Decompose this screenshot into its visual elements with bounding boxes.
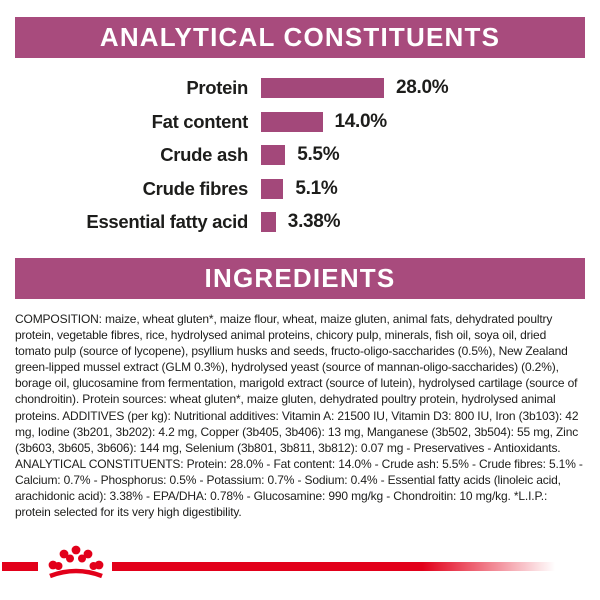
chart-row: Essential fatty acid 3.38% xyxy=(15,211,585,233)
chart-row: Protein 28.0% xyxy=(15,77,585,99)
chart-bar xyxy=(261,178,284,199)
chart-row: Fat content 14.0% xyxy=(15,110,585,133)
chart-bar xyxy=(261,78,384,98)
composition-text: COMPOSITION: maize, wheat gluten*, maize… xyxy=(15,312,583,520)
analytical-constituents-title: ANALYTICAL CONSTITUENTS xyxy=(99,22,501,52)
constituents-chart: Protein 28.0% Fat content 14.0% Crude ash 5.5… xyxy=(15,77,585,233)
ingredients-title: INGREDIENTS xyxy=(204,263,396,293)
chart-value-label: 14.0% xyxy=(334,110,388,132)
chart-value-label: 5.5% xyxy=(297,144,340,165)
chart-value-label: 5.1% xyxy=(295,177,338,199)
crown-icon xyxy=(48,545,104,579)
analytical-constituents-header: ANALYTICAL CONSTITUENTS xyxy=(15,17,585,58)
royal-canin-logo xyxy=(0,543,600,593)
chart-bar xyxy=(261,111,323,132)
chart-category-label: Essential fatty acid xyxy=(86,211,248,232)
chart-row: Crude fibres 5.1% xyxy=(15,177,585,200)
chart-value-label: 3.38% xyxy=(287,211,341,232)
chart-category-label: Crude ash xyxy=(160,144,248,165)
chart-bar-cell: 5.5% xyxy=(248,144,585,166)
chart-bar xyxy=(261,212,276,232)
chart-bar-cell: 5.1% xyxy=(248,178,585,200)
chart-category-label: Fat content xyxy=(151,110,249,132)
ingredients-header: INGREDIENTS xyxy=(15,258,585,299)
logo-right-line xyxy=(112,562,555,571)
chart-row: Crude ash 5.5% xyxy=(15,144,585,166)
chart-category-label: Crude fibres xyxy=(142,177,249,199)
chart-bar-cell: 28.0% xyxy=(248,77,585,99)
chart-category-label: Protein xyxy=(186,77,248,98)
logo-left-bar xyxy=(2,562,38,571)
chart-bar-cell: 14.0% xyxy=(248,111,585,133)
chart-value-label: 28.0% xyxy=(396,77,449,98)
chart-bar-cell: 3.38% xyxy=(248,211,585,233)
chart-bar xyxy=(261,145,286,165)
